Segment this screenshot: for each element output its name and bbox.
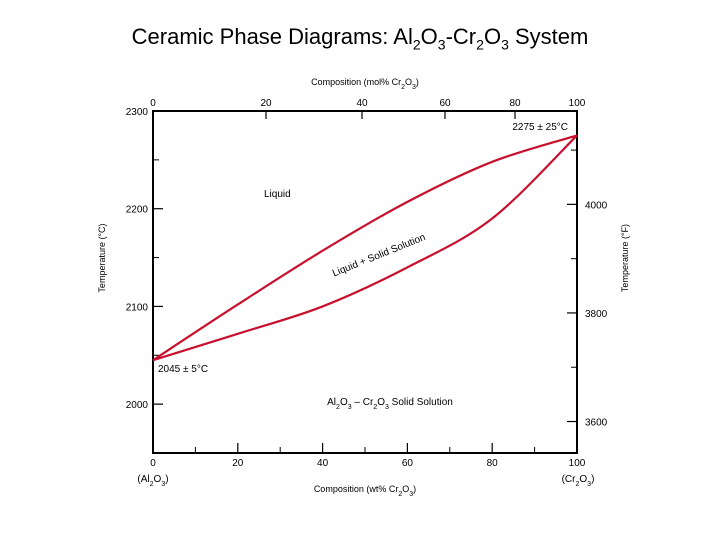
top-tick-label: 100 <box>569 98 586 109</box>
top-tick-label: 20 <box>260 98 272 109</box>
left-tick-label: 2300 <box>126 107 149 118</box>
bottom-tick-label: 0 <box>150 458 156 469</box>
bottom-tick-label: 40 <box>317 458 329 469</box>
right-tick-label: 3800 <box>585 309 608 320</box>
bottom-axis-title: Composition (wt% Cr2O3) <box>314 484 416 498</box>
bottom-tick-label: 80 <box>487 458 499 469</box>
left-tick-label: 2100 <box>126 302 149 313</box>
left-tick-label: 2200 <box>126 205 149 216</box>
annotation-min-temperature: 2045 ± 5°C <box>158 364 208 375</box>
top-tick-label: 60 <box>439 98 451 109</box>
bottom-tick-label: 60 <box>402 458 414 469</box>
top-tick-label: 40 <box>356 98 368 109</box>
bottom-tick-label: 100 <box>569 458 586 469</box>
top-tick-label: 0 <box>150 98 156 109</box>
top-axis-ticks: 0 20 40 60 80 100 <box>150 98 586 119</box>
region-label-solid-solution: Al2O3 – Cr2O3 Solid Solution <box>327 397 453 411</box>
region-label-two-phase: Liquid + Solid Solution <box>331 232 427 279</box>
right-tick-label: 4000 <box>585 200 608 211</box>
end-label-left: (Al2O3) <box>137 474 168 488</box>
end-label-right: (Cr2O3) <box>562 474 595 488</box>
left-tick-label: 2000 <box>126 400 149 411</box>
liquidus-curve <box>152 134 578 362</box>
right-tick-label: 3600 <box>585 418 608 429</box>
region-label-liquid: Liquid <box>264 189 291 200</box>
left-axis-ticks: 2000 2100 2200 2300 <box>126 107 163 454</box>
solidus-curve <box>152 134 578 362</box>
top-axis-title: Composition (mol% Cr2O3) <box>311 77 419 91</box>
right-axis-title: Temperature (°F) <box>620 224 630 292</box>
top-tick-label: 80 <box>509 98 521 109</box>
slide-title: Ceramic Phase Diagrams: Al2O3-Cr2O3 Syst… <box>131 24 589 53</box>
annotation-max-temperature: 2275 ± 25°C <box>512 122 568 133</box>
left-axis-title: Temperature (°C) <box>97 223 107 292</box>
bottom-axis-ticks: 0 20 40 60 80 100 <box>150 443 586 469</box>
bottom-tick-label: 20 <box>232 458 244 469</box>
right-axis-ticks: 3600 3800 4000 <box>567 149 608 429</box>
